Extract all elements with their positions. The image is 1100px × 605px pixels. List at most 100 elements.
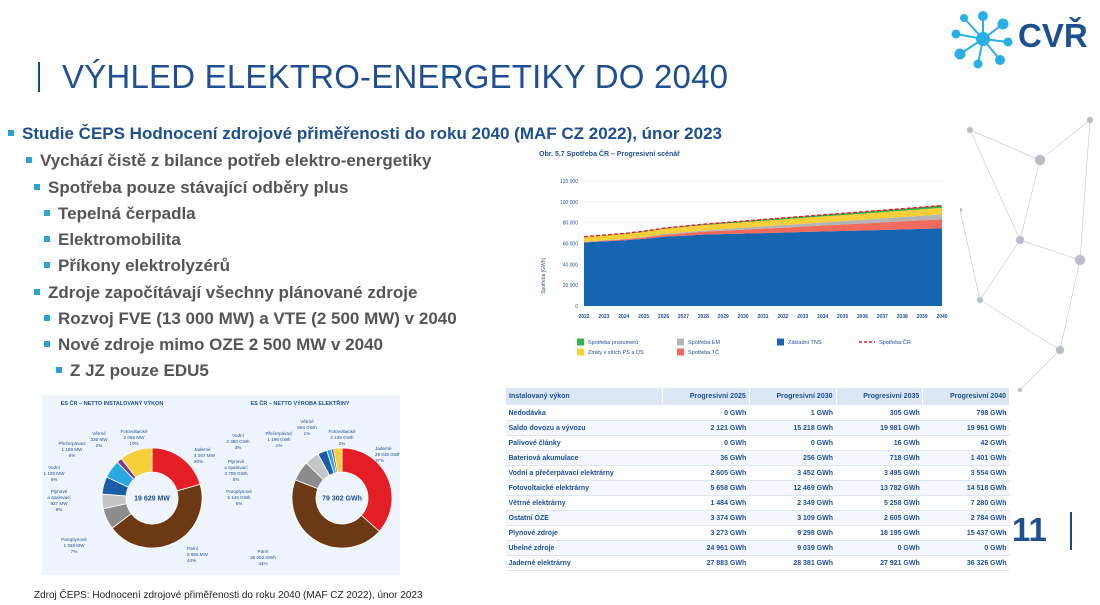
- capacity-table: Instalovaný výkon Progresivní 2025 Progres…: [505, 387, 1010, 571]
- area-chart-title: Obr. 5.7 Spotřeba ČR – Progresivní scéná…: [539, 149, 680, 158]
- donut-label-line: Přečerpávací: [265, 431, 293, 436]
- table-cell: 36 326 GWh: [922, 555, 1010, 571]
- table-cell: 42 GWh: [922, 435, 1010, 451]
- page-number: 11: [1012, 511, 1047, 548]
- area-series-spot-eba-em: [584, 214, 942, 242]
- donut-label-line: 2 066 MW: [124, 435, 146, 440]
- network-dots-icon: [951, 11, 1013, 69]
- table-cell: 0 GWh: [662, 405, 750, 421]
- table-cell: 2 605 GWh: [836, 510, 923, 526]
- table-cell: 3 273 GWh: [662, 525, 750, 541]
- table-cell: 305 GWh: [836, 405, 923, 421]
- table-cell: 1 GWh: [749, 405, 836, 421]
- donut-label-line: Přečerpávací: [58, 441, 86, 446]
- table-cell: 19 961 GWh: [922, 420, 1010, 436]
- table-row: Vodní a přečerpávací elektrárny 2 605 GWh…: [505, 465, 1010, 481]
- donut-slice: [333, 447, 343, 473]
- table-header-cell: Progresivní 2040: [922, 387, 1010, 406]
- y-tick-label: 40 000: [563, 262, 579, 268]
- donut-label-line: 1 339 MW: [64, 543, 86, 548]
- donut-label-line: Jaderné: [375, 446, 392, 451]
- y-tick-label: 0: [575, 304, 578, 310]
- table-cell: Vodní a přečerpávací elektrárny: [505, 465, 663, 481]
- donut-charts: ES ČR – NETTO INSTALOVANÝ VÝKON 19 629 MW…: [44, 399, 400, 566]
- area-series-spot-eba-t-: [584, 219, 942, 243]
- donut-label-line: 1 196 GWh: [267, 437, 291, 442]
- donut-label-line: 5 146 GWh: [227, 495, 251, 500]
- donut-title: ES ČR – NETTO INSTALOVANÝ VÝKON: [61, 400, 164, 407]
- table-cell: 3 452 GWh: [749, 465, 836, 481]
- table-cell: 3 495 GWh: [836, 465, 923, 481]
- legend-swatch: [577, 348, 584, 356]
- legend-label: Spotřeba prosumerů: [588, 339, 638, 346]
- donut-label-line: Parní: [258, 549, 270, 554]
- logo-text: CVŘ: [1018, 17, 1088, 54]
- table-cell: 3 554 GWh: [922, 465, 1010, 481]
- donut-label-line: 1%: [276, 443, 283, 448]
- table-cell: 16 GWh: [836, 435, 923, 451]
- legend-swatch: [777, 338, 784, 346]
- legend-label: Spotřeba ČR: [879, 339, 911, 346]
- donut-label-line: Parní: [187, 546, 199, 551]
- table-cell: Jaderné elektrárny: [505, 555, 663, 571]
- table-row: Saldo dovozu a vývozu 2 121 GWh 15 218 GWh…: [505, 420, 1010, 436]
- table-cell: 2 784 GWh: [922, 510, 1010, 526]
- area-series-z-kladn-tns: [584, 228, 942, 306]
- donut-slice: [111, 483, 203, 549]
- x-tick-label: 2030: [738, 314, 749, 320]
- table-cell: Uhelné zdroje: [505, 540, 663, 556]
- donut-title: ES ČR – NETTO VÝROBA ELEKTŘINY: [250, 399, 349, 407]
- y-tick-label: 20 000: [563, 283, 579, 289]
- table-cell: 12 469 GWh: [749, 480, 836, 496]
- x-tick-label: 2023: [598, 314, 609, 320]
- table-cell: 7 280 GWh: [922, 495, 1010, 511]
- table-cell: 2 349 GWh: [749, 495, 836, 511]
- slide-title: VÝHLED ELEKTRO-ENERGETIKY DO 2040: [62, 58, 729, 95]
- title-accent-bar: [38, 62, 40, 92]
- table-row: Nedodávka 0 GWh 1 GWh 305 GWh 798 GWh: [505, 405, 1010, 421]
- donut-label-line: 5%: [233, 477, 240, 482]
- x-tick-label: 2022: [578, 314, 589, 320]
- donut-label-line: 10%: [129, 441, 138, 446]
- donut-label-line: 6%: [51, 477, 58, 482]
- bullet-level3: Spotřeba pouze stávající odběry plus: [34, 178, 348, 198]
- donut-label-line: 4 047 MW: [194, 453, 216, 458]
- table-row: Palivové články 0 GWh 0 GWh 16 GWh 42 GWh: [505, 435, 1010, 451]
- x-tick-label: 2026: [658, 314, 669, 320]
- donut-label-line: Paroplynové: [226, 489, 252, 494]
- x-tick-label: 2038: [897, 314, 908, 320]
- donut-label-line: Větrné: [300, 419, 314, 424]
- donut-label-line: 7%: [71, 549, 78, 554]
- table-cell: Ostatní OZE: [505, 510, 663, 526]
- donut-label-line: 37%: [375, 458, 384, 463]
- donut-label-line: 2%: [96, 443, 103, 448]
- table-cell: 15 218 GWh: [749, 420, 836, 436]
- table-cell: 2 121 GWh: [662, 420, 750, 436]
- table-cell: 0 GWh: [749, 435, 836, 451]
- table-cell: 0 GWh: [922, 540, 1010, 556]
- x-tick-label: 2024: [618, 314, 629, 320]
- table-cell: 19 981 GWh: [836, 420, 923, 436]
- table-header-cell: Progresivní 2035: [835, 387, 924, 406]
- donut-label-line: Větrné: [92, 431, 106, 436]
- legend-label: Ztráty v sítích PS a DS: [588, 350, 644, 356]
- donut-label-line: Plynové: [51, 489, 68, 494]
- donut-label-line: 3 705 GWh: [224, 471, 248, 476]
- donut-label-line: Fotovoltaické: [120, 429, 148, 434]
- table-cell: 3 109 GWh: [749, 510, 836, 526]
- donut-label-line: 3%: [235, 445, 242, 450]
- donut-label-line: Vodní: [48, 465, 60, 470]
- donut-label-line: Fotovoltaické: [328, 429, 356, 434]
- table-row: Jaderné elektrárny 27 883 GWh 28 381 GWh 27…: [505, 555, 1010, 571]
- legend-label: Spotřeba EM: [688, 340, 721, 346]
- y-tick-label: 120 000: [560, 179, 578, 185]
